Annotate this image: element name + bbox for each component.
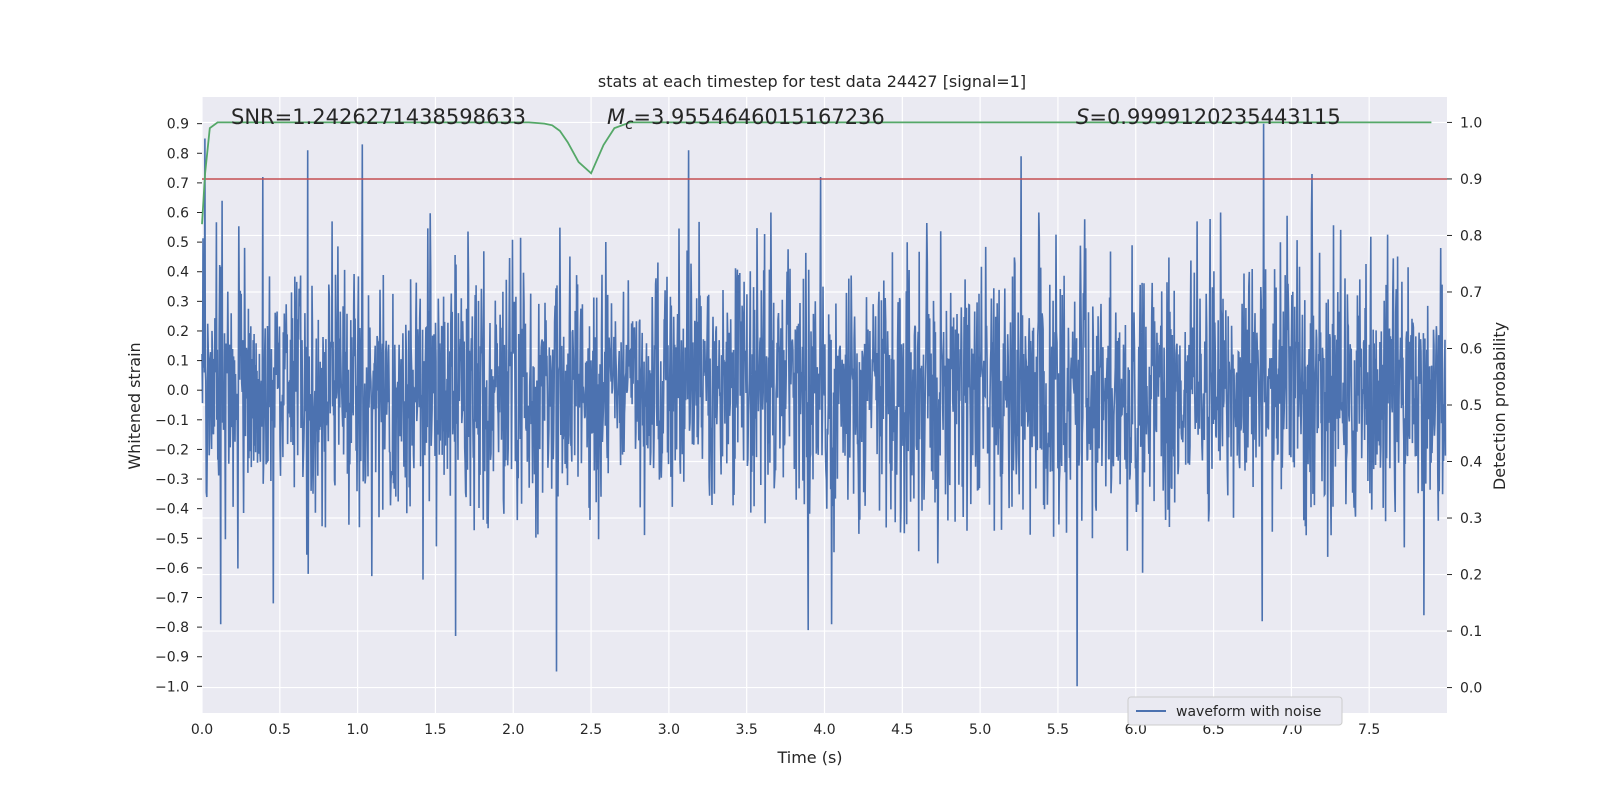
- x-tick-label: 0.5: [269, 722, 291, 738]
- score-symbol: S: [1076, 105, 1089, 129]
- y2-tick-label: 0.5: [1460, 398, 1482, 414]
- probability-series: [201, 121, 1447, 225]
- x-tick-label: 5.0: [969, 722, 991, 738]
- y-tick-label: 0.3: [167, 294, 189, 310]
- y-tick-label: −0.3: [155, 472, 189, 488]
- y2-tick-label: 0.3: [1460, 511, 1482, 527]
- probability-line: [201, 121, 1432, 225]
- y-tick-label: −0.8: [155, 620, 189, 636]
- x-tick-label: 1.5: [424, 722, 446, 738]
- x-tick-label: 5.5: [1047, 722, 1069, 738]
- y2-axis-ticks: 1.0 0.9 0.8 0.7 0.6 0.5 0.4 0.3 0.2 0.1 0.0: [1447, 115, 1482, 697]
- y-axis-label: Whitened strain: [125, 342, 144, 469]
- y-tick-label: 0.4: [167, 265, 189, 281]
- legend-box: [1127, 696, 1343, 726]
- y-tick-label: 0.1: [167, 354, 189, 370]
- x-tick-label: 6.5: [1202, 722, 1224, 738]
- x-tick-label: 2.0: [502, 722, 524, 738]
- chirp-mass-symbol: M: [607, 105, 625, 129]
- y-tick-label: −0.4: [155, 502, 189, 518]
- score-annotation: S=0.9999120235443115: [1076, 105, 1341, 129]
- waveform-series: [201, 123, 1447, 687]
- x-tick-label: 7.0: [1280, 722, 1302, 738]
- x-axis-ticks: 0.0 0.5 1.0 1.5 2.0 2.5 3.0 3.5 4.0 4.5 5.0 5.5 6.0 6…: [191, 722, 1380, 738]
- x-tick-label: 0.0: [191, 722, 213, 738]
- y2-tick-label: 0.0: [1460, 681, 1482, 697]
- y-tick-label: 0.2: [167, 324, 189, 340]
- x-tick-label: 6.0: [1125, 722, 1147, 738]
- x-tick-label: 7.5: [1358, 722, 1380, 738]
- y-tick-label: −0.1: [155, 413, 189, 429]
- x-tick-label: 2.5: [580, 722, 602, 738]
- chart-title: stats at each timestep for test data 244…: [598, 72, 1026, 91]
- snr-annotation: SNR=1.2426271438598633: [231, 105, 526, 129]
- x-tick-label: 1.0: [346, 722, 368, 738]
- x-axis-label: Time (s): [776, 748, 842, 767]
- legend: waveform with noise: [1127, 696, 1343, 726]
- y2-tick-label: 0.2: [1460, 568, 1482, 584]
- legend-label: waveform with noise: [1176, 704, 1321, 720]
- y-tick-label: 0.8: [167, 146, 189, 162]
- chirp-mass-value: =3.9554646015167236: [633, 105, 884, 129]
- y-tick-label: −0.9: [155, 650, 189, 666]
- y-axis-ticks: 0.9 0.8 0.7 0.6 0.5 0.4 0.3 0.2 0.1 0.0 −0.1 −0.2 −0…: [155, 117, 202, 695]
- waveform-line: [201, 123, 1447, 687]
- chirp-mass-annotation: Mc=3.9554646015167236: [607, 105, 885, 133]
- y-tick-label: −0.7: [155, 591, 189, 607]
- x-tick-label: 3.0: [658, 722, 680, 738]
- x-tick-label: 3.5: [736, 722, 758, 738]
- y-tick-label: −0.6: [155, 561, 189, 577]
- y2-tick-label: 0.1: [1460, 624, 1482, 640]
- y-tick-label: −1.0: [155, 679, 189, 695]
- y2-tick-label: 0.9: [1460, 172, 1482, 188]
- score-value: =0.9999120235443115: [1089, 105, 1340, 129]
- y-tick-label: −0.2: [155, 442, 189, 458]
- x-tick-label: 4.5: [891, 722, 913, 738]
- y2-tick-label: 0.6: [1460, 341, 1482, 357]
- y-tick-label: 0.9: [167, 117, 189, 133]
- y-tick-label: 0.0: [167, 383, 189, 399]
- y-tick-label: 0.7: [167, 176, 189, 192]
- y-tick-label: −0.5: [155, 531, 189, 547]
- x-tick-label: 4.0: [813, 722, 835, 738]
- y2-tick-label: 0.7: [1460, 285, 1482, 301]
- y2-tick-label: 0.8: [1460, 228, 1482, 244]
- y2-tick-label: 0.4: [1460, 455, 1482, 471]
- y2-tick-label: 1.0: [1460, 115, 1482, 131]
- chirp-mass-subscript: c: [625, 115, 634, 133]
- y-tick-label: 0.5: [167, 235, 189, 251]
- y2-axis-label: Detection probability: [1490, 322, 1509, 490]
- y-tick-label: 0.6: [167, 206, 189, 222]
